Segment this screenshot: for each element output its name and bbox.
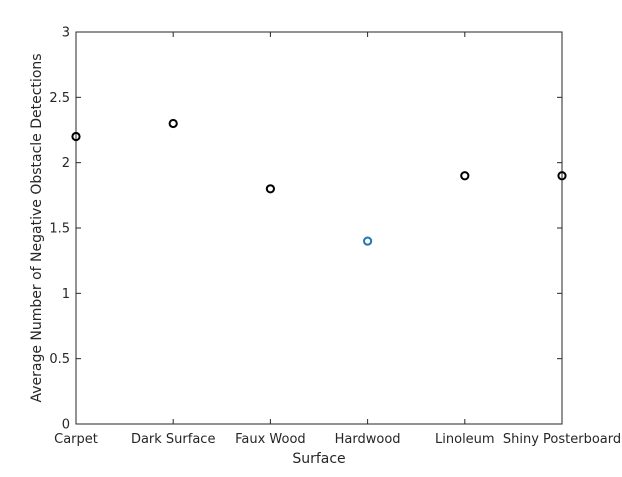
y-axis-label: Average Number of Negative Obstacle Dete… (29, 53, 45, 402)
data-point (168, 118, 178, 129)
data-point (460, 171, 470, 181)
data-point (265, 184, 275, 194)
plot-area (75, 31, 563, 425)
x-tick-label: Dark Surface (131, 432, 216, 447)
y-tick-label: 0.5 (49, 352, 70, 367)
y-tick-label: 2.5 (49, 91, 70, 106)
y-tick-label: 3 (62, 26, 70, 41)
x-tick-label: Faux Wood (235, 432, 306, 447)
y-tick-label: 2 (62, 156, 70, 171)
y-tick-label: 0 (62, 418, 70, 433)
x-tick-label: Shiny Posterboard (503, 432, 621, 447)
x-axis-label: Surface (292, 451, 345, 467)
data-point (71, 131, 81, 142)
data-point (363, 236, 373, 246)
y-tick-label: 1 (62, 287, 70, 302)
data-point (557, 171, 567, 181)
marks-layer (71, 118, 567, 246)
x-tick-label: Carpet (54, 432, 98, 447)
ticks-layer: 0 0.5 1 1.5 2 2.5 3 Carpet Dark Surface Faux Wood… (49, 26, 621, 448)
x-tick-label: Hardwood (335, 432, 401, 447)
x-tick-label: Linoleum (435, 432, 495, 447)
y-tick-label: 1.5 (49, 222, 70, 237)
